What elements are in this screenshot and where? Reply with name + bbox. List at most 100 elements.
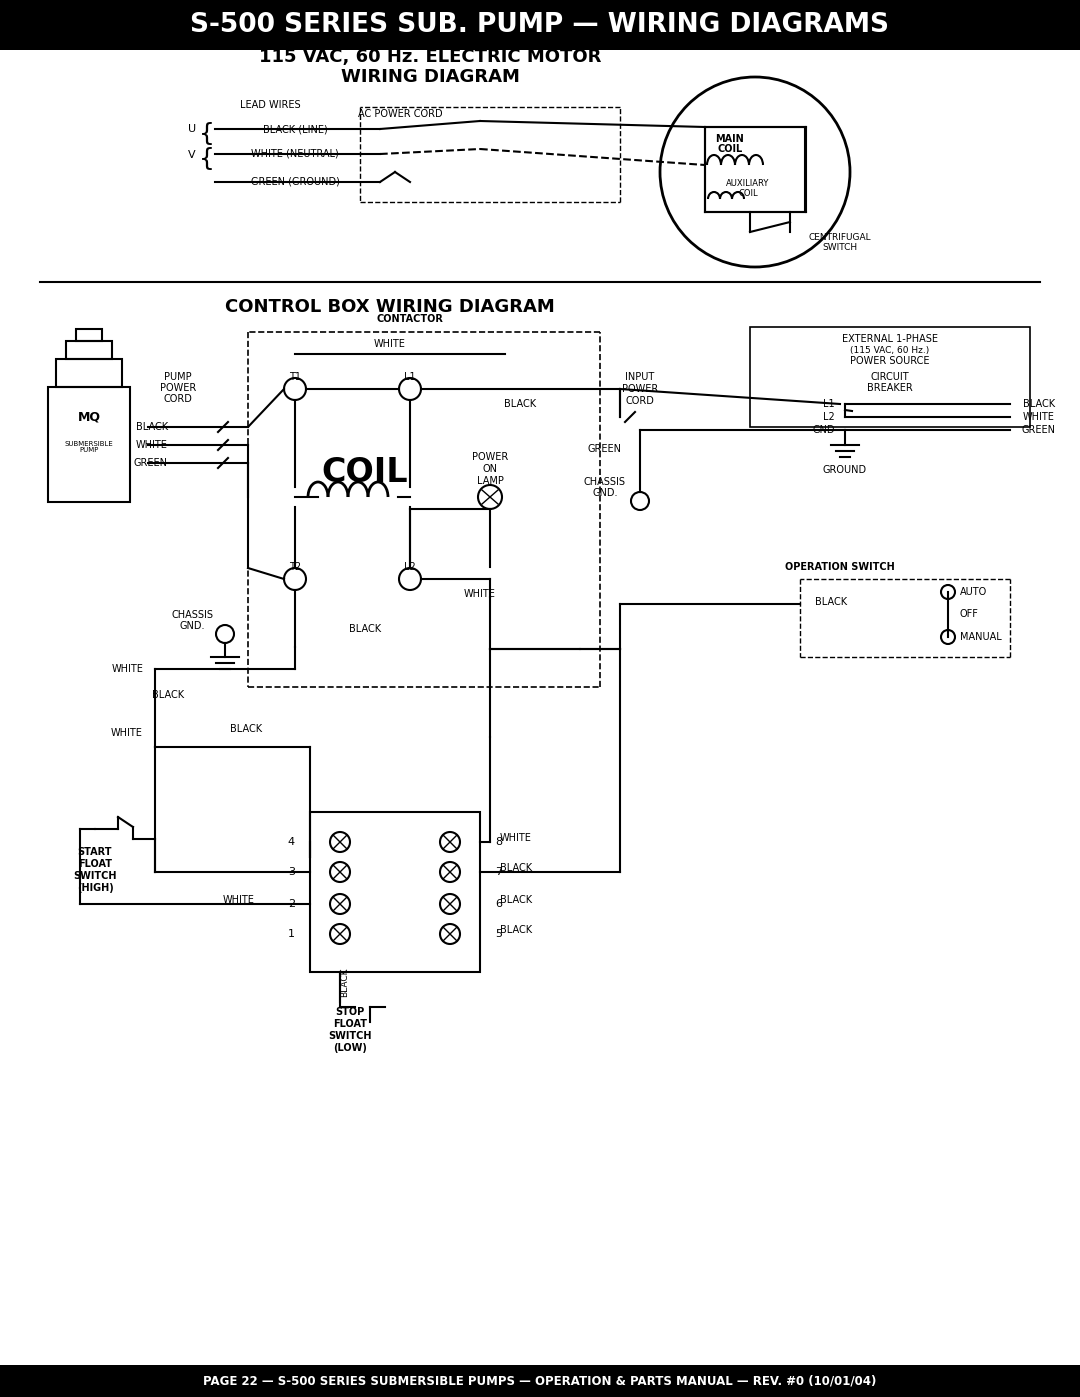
Text: V: V: [188, 149, 195, 161]
Text: LEAD WIRES: LEAD WIRES: [240, 101, 300, 110]
Text: BREAKER: BREAKER: [867, 383, 913, 393]
Text: POWER: POWER: [622, 384, 658, 394]
Bar: [750, 327, 1030, 427]
Text: BLACK: BLACK: [230, 724, 262, 733]
Text: WHITE: WHITE: [136, 440, 168, 450]
Text: WHITE: WHITE: [224, 895, 255, 905]
Text: OFF: OFF: [960, 609, 978, 619]
Text: 2: 2: [288, 900, 295, 909]
Text: L1: L1: [404, 372, 416, 381]
Bar: [66, 341, 112, 359]
Text: BLACK: BLACK: [500, 925, 532, 935]
Text: SWITCH: SWITCH: [823, 243, 858, 251]
Text: WHITE: WHITE: [500, 833, 531, 842]
Text: T2: T2: [289, 562, 301, 571]
Text: BLACK (LINE): BLACK (LINE): [262, 124, 327, 134]
Text: S-500 SERIES SUB. PUMP — WIRING DIAGRAMS: S-500 SERIES SUB. PUMP — WIRING DIAGRAMS: [190, 13, 890, 38]
Bar: [705, 127, 805, 212]
Text: BLACK: BLACK: [340, 967, 350, 996]
Text: T1: T1: [289, 372, 301, 381]
Text: SUBMERSIBLE
PUMP: SUBMERSIBLE PUMP: [65, 440, 113, 454]
Text: POWER SOURCE: POWER SOURCE: [850, 356, 930, 366]
Text: PUMP: PUMP: [164, 372, 192, 381]
Text: 8: 8: [495, 837, 502, 847]
Text: L2: L2: [823, 412, 835, 422]
Text: GREEN: GREEN: [134, 458, 168, 468]
Text: BLACK: BLACK: [136, 422, 168, 432]
Text: 6: 6: [495, 900, 502, 909]
Text: CHASSIS: CHASSIS: [171, 610, 213, 620]
Bar: [0, 1365, 1080, 1397]
Text: POWER: POWER: [160, 383, 197, 393]
Text: AUTO: AUTO: [960, 587, 987, 597]
Text: CORD: CORD: [163, 394, 192, 404]
Text: (LOW): (LOW): [333, 1044, 367, 1053]
Text: BLACK: BLACK: [349, 624, 381, 634]
Text: SWITCH: SWITCH: [328, 1031, 372, 1041]
Text: GREEN: GREEN: [588, 444, 622, 454]
Text: BLACK: BLACK: [500, 863, 532, 873]
Text: BLACK: BLACK: [152, 690, 184, 700]
Text: BLACK: BLACK: [504, 400, 536, 409]
Text: {: {: [199, 147, 215, 170]
Text: GREEN (GROUND): GREEN (GROUND): [251, 177, 339, 187]
Text: ON: ON: [483, 464, 498, 474]
Text: 7: 7: [495, 868, 502, 877]
Text: 1: 1: [288, 929, 295, 939]
Text: FLOAT: FLOAT: [78, 859, 112, 869]
Text: CONTROL BOX WIRING DIAGRAM: CONTROL BOX WIRING DIAGRAM: [225, 298, 555, 316]
Text: FLOAT: FLOAT: [333, 1018, 367, 1030]
Text: EXTERNAL 1-PHASE: EXTERNAL 1-PHASE: [842, 334, 939, 344]
Text: BLACK: BLACK: [1023, 400, 1055, 409]
Text: {: {: [199, 122, 215, 147]
Text: AC POWER CORD: AC POWER CORD: [357, 109, 443, 119]
Text: COIL: COIL: [322, 455, 408, 489]
Text: (115 VAC, 60 Hz.): (115 VAC, 60 Hz.): [850, 345, 930, 355]
Text: CIRCUIT: CIRCUIT: [870, 372, 909, 381]
Text: LAMP: LAMP: [476, 476, 503, 486]
Text: START: START: [78, 847, 112, 856]
Text: CORD: CORD: [625, 395, 654, 407]
Text: COIL: COIL: [717, 144, 743, 154]
Text: WHITE: WHITE: [374, 339, 406, 349]
Text: WHITE: WHITE: [464, 590, 496, 599]
Text: WHITE: WHITE: [1023, 412, 1055, 422]
Text: WHITE: WHITE: [112, 664, 144, 673]
Text: GROUND: GROUND: [823, 465, 867, 475]
Bar: [0, 0, 1080, 50]
Text: GND.: GND.: [592, 488, 618, 497]
Text: 115 VAC, 60 Hz. ELECTRIC MOTOR
WIRING DIAGRAM: 115 VAC, 60 Hz. ELECTRIC MOTOR WIRING DI…: [259, 47, 602, 87]
Text: OPERATION SWITCH: OPERATION SWITCH: [785, 562, 895, 571]
Text: L2: L2: [404, 562, 416, 571]
Text: MQ: MQ: [78, 411, 100, 423]
Text: GREEN: GREEN: [1021, 425, 1055, 434]
Bar: [56, 359, 122, 387]
Bar: [48, 387, 130, 502]
Text: STOP: STOP: [336, 1007, 365, 1017]
Text: CENTRIFUGAL: CENTRIFUGAL: [809, 232, 872, 242]
Text: POWER: POWER: [472, 453, 508, 462]
Text: COIL: COIL: [739, 189, 758, 197]
Text: BLACK: BLACK: [500, 895, 532, 905]
Text: GND.: GND.: [179, 622, 205, 631]
Bar: [310, 812, 480, 972]
Text: 3: 3: [288, 868, 295, 877]
Text: MANUAL: MANUAL: [960, 631, 1002, 643]
Text: CHASSIS: CHASSIS: [584, 476, 626, 488]
Text: 4: 4: [288, 837, 295, 847]
Text: L1: L1: [823, 400, 835, 409]
Text: (HIGH): (HIGH): [77, 883, 113, 893]
Text: WHITE: WHITE: [111, 728, 143, 738]
Text: MAIN: MAIN: [716, 134, 744, 144]
Text: GND: GND: [812, 425, 835, 434]
Text: INPUT: INPUT: [625, 372, 654, 381]
Bar: [76, 330, 102, 341]
Text: AUXILIARY: AUXILIARY: [727, 179, 770, 189]
Text: PAGE 22 — S-500 SERIES SUBMERSIBLE PUMPS — OPERATION & PARTS MANUAL — REV. #0 (1: PAGE 22 — S-500 SERIES SUBMERSIBLE PUMPS…: [203, 1375, 877, 1387]
Text: CONTACTOR: CONTACTOR: [377, 314, 444, 324]
Text: WHITE (NEUTRAL): WHITE (NEUTRAL): [252, 149, 339, 159]
Text: 5: 5: [495, 929, 502, 939]
Text: SWITCH: SWITCH: [73, 870, 117, 882]
Text: U: U: [188, 124, 195, 134]
Text: BLACK: BLACK: [815, 597, 847, 608]
